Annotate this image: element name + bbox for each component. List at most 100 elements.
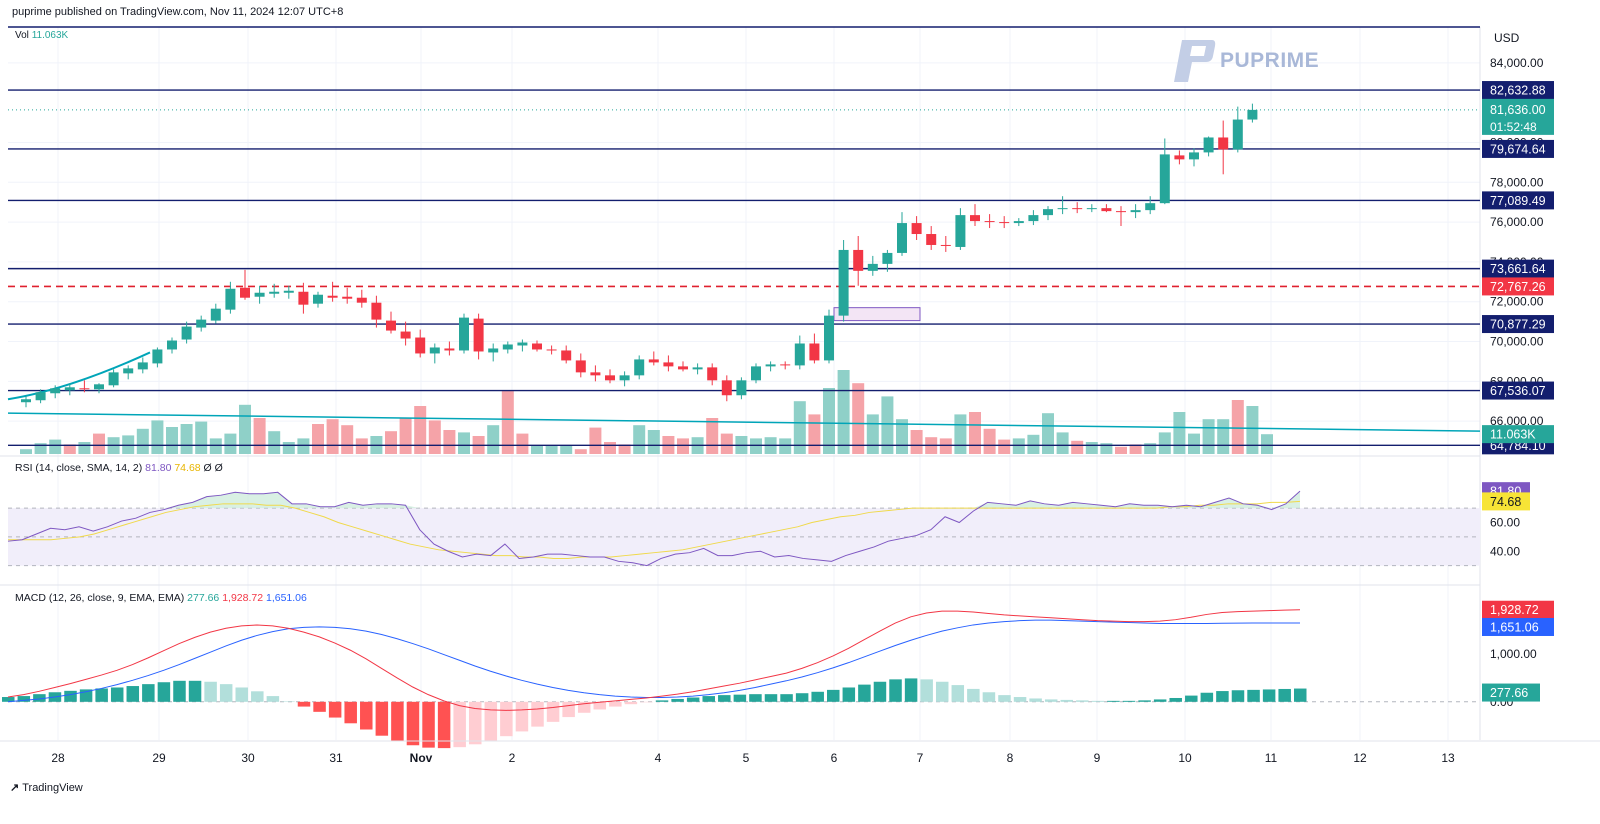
candle-body (707, 367, 717, 380)
macd-histogram-bar (1107, 701, 1120, 702)
macd-histogram-bar (671, 699, 684, 702)
rsi-legend-value: 81.80 (145, 462, 171, 474)
macd-histogram-bar (298, 702, 311, 707)
macd-histogram-bar (656, 700, 669, 701)
price-axis: 84,000.0080,000.0078,000.0076,000.0074,0… (1482, 56, 1554, 709)
candle-body (328, 296, 338, 298)
rsi-legend: RSI (14, close, SMA, 14, 2) 81.80 74.68 … (15, 462, 223, 474)
tradingview-logo[interactable]: ↗TradingView (10, 781, 83, 794)
candle-body (620, 375, 630, 380)
volume-bar (429, 420, 441, 454)
candle-body (955, 215, 965, 247)
volume-bar (502, 391, 514, 454)
macd-histogram-bar (796, 693, 809, 702)
volume-bar (677, 438, 689, 454)
time-tick-label: 31 (329, 751, 343, 765)
volume-bar (312, 424, 324, 454)
macd-histogram-bar (749, 694, 762, 702)
time-tick-label: Nov (410, 751, 433, 765)
volume-bar (297, 438, 309, 454)
macd-histogram-bar (1029, 698, 1042, 701)
macd-histogram-bar (313, 702, 326, 712)
macd-histogram-bar (189, 681, 202, 702)
macd-histogram-bar (516, 702, 529, 732)
candle-body (941, 245, 951, 246)
volume-bar (443, 430, 455, 454)
macd-legend: MACD (12, 26, close, 9, EMA, EMA) 277.66… (15, 592, 307, 604)
macd-histogram-bar (1154, 699, 1167, 701)
price-level-badge: 67,536.07 (1490, 384, 1546, 398)
candle-body (970, 215, 980, 221)
candle-body (65, 387, 75, 390)
candle-body (663, 362, 673, 366)
candle-body (547, 349, 557, 350)
candle-body (605, 375, 615, 380)
macd-histogram-bar (1247, 690, 1260, 702)
volume-bar (20, 449, 32, 454)
price-level-badge: 73,661.64 (1490, 262, 1546, 276)
volume-bar (940, 438, 952, 454)
candle-body (401, 332, 411, 339)
candle-body (824, 316, 834, 361)
volume-bar (969, 412, 981, 454)
candle-body (1058, 208, 1068, 209)
volume-bar (414, 406, 426, 454)
rsi-legend-title: RSI (14, close, SMA, 14, 2) (15, 462, 142, 474)
volume-bar (1159, 432, 1171, 454)
candle-body (240, 288, 250, 298)
volume-bar (327, 419, 339, 454)
macd-histogram-bar (95, 688, 108, 701)
candle-body (999, 222, 1009, 223)
currency-label[interactable]: USD (1494, 31, 1519, 45)
time-tick-label: 4 (655, 751, 662, 765)
macd-histogram-bar (1123, 701, 1136, 702)
macd-histogram-bar (531, 702, 544, 727)
macd-histogram-bar (967, 689, 980, 702)
candle-body (1189, 152, 1199, 159)
macd-tick-label: 1,000.00 (1490, 647, 1537, 661)
volume-legend-title: Vol (15, 30, 29, 41)
volume-bar (210, 438, 222, 454)
candle-body (1174, 155, 1184, 159)
time-tick-label: 29 (152, 751, 166, 765)
candle-body (313, 295, 323, 304)
macd-histogram-bar (983, 692, 996, 702)
candle-body (897, 223, 907, 253)
price-level-badge: 77,089.49 (1490, 194, 1546, 208)
macd-histogram-bar (344, 702, 357, 723)
time-tick-label: 7 (917, 751, 924, 765)
macd-histogram-bar (391, 702, 404, 741)
volume-bar (1115, 447, 1127, 454)
candle-body (503, 344, 513, 349)
macd-histogram-bar (1201, 693, 1214, 702)
time-tick-label: 13 (1441, 751, 1455, 765)
volume-bar (385, 431, 397, 454)
candle-body (79, 388, 89, 389)
volume-bar (49, 440, 61, 454)
rsi-legend-extra: Ø Ø (204, 462, 223, 474)
macd-histogram-bar (251, 691, 264, 702)
time-tick-label: 9 (1094, 751, 1101, 765)
rsi-tick-label: 60.00 (1490, 516, 1520, 530)
macd-histogram-bar (874, 682, 887, 702)
time-tick-label: 8 (1007, 751, 1014, 765)
macd-histogram-bar (407, 702, 420, 745)
macd-histogram-bar (702, 696, 715, 702)
volume-bar (823, 388, 835, 454)
macd-histogram-bar (998, 695, 1011, 702)
macd-histogram-bar (267, 696, 280, 702)
macd-histogram-bar (158, 682, 171, 702)
volume-bar (239, 405, 251, 454)
volume-bar (575, 449, 587, 454)
time-tick-label: 10 (1178, 751, 1192, 765)
macd-histogram-bar (235, 687, 248, 701)
volume-bar (954, 414, 966, 454)
candle-body (109, 372, 119, 385)
volume-bar (911, 430, 923, 454)
macd-histogram-bar (360, 702, 373, 730)
macd-histogram-bar (1185, 696, 1198, 702)
price-level-badge: 82,632.88 (1490, 84, 1546, 98)
rsi-sma-badge: 74.68 (1490, 495, 1521, 509)
